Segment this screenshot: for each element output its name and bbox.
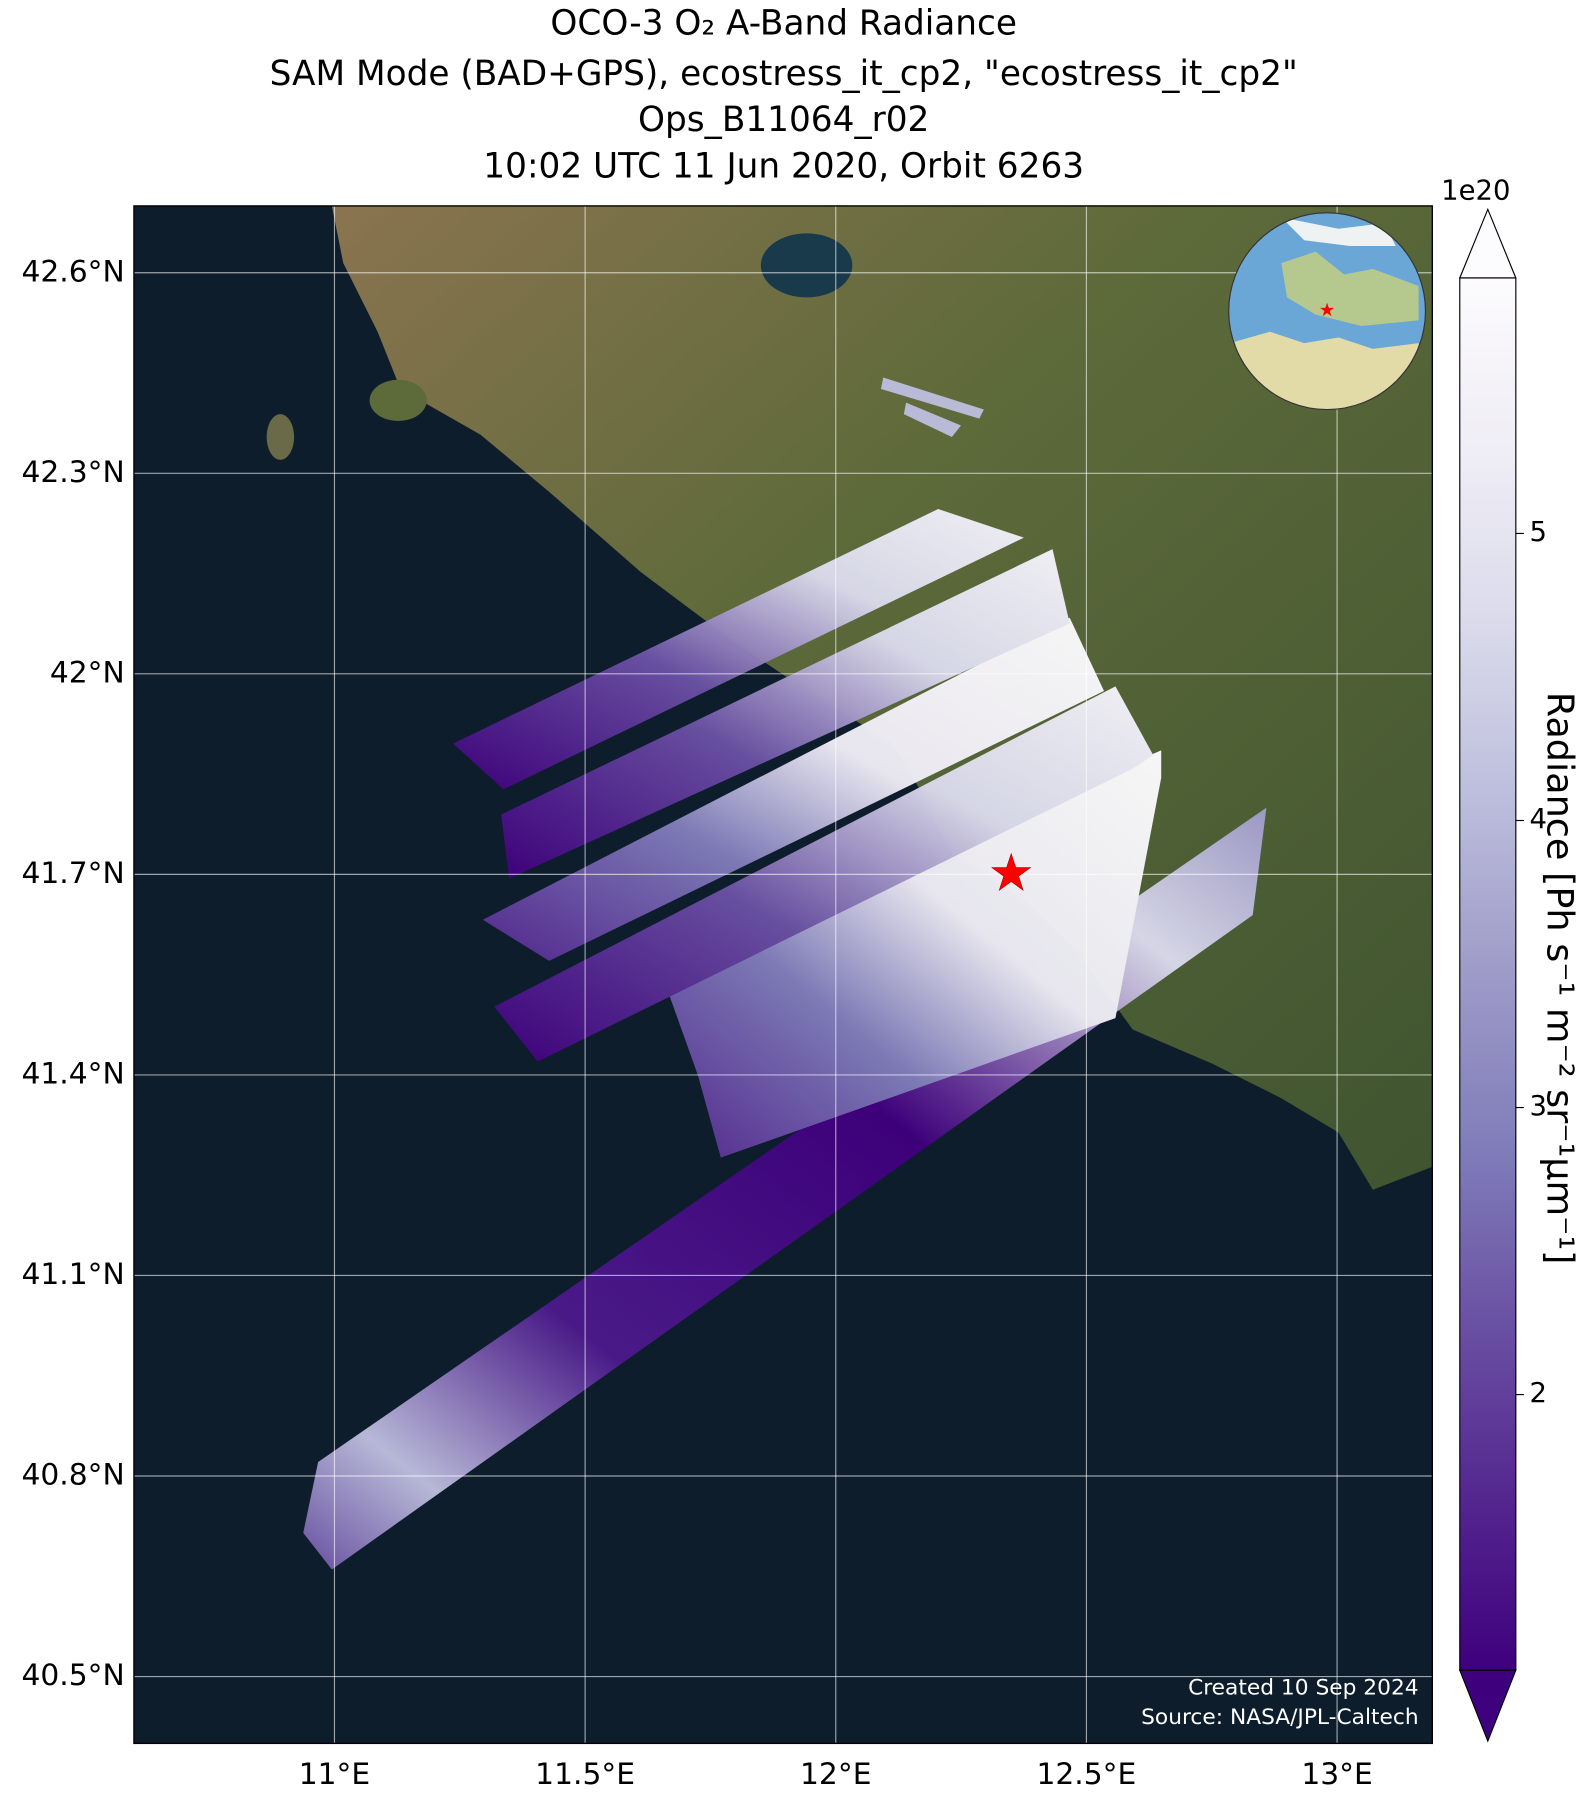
title-line: 10:02 UTC 11 Jun 2020, Orbit 6263: [483, 147, 1084, 187]
x-tick-label: 11°E: [299, 1757, 370, 1792]
colorbar-extend-bottom: [1458, 1669, 1517, 1743]
colorbar: 2 3 4 5 1e20 Radiance [Ph s⁻¹ m⁻² sr⁻¹μm⁻¹]: [1441, 176, 1582, 1743]
colorbar-extend-top: [1458, 207, 1517, 279]
swaths: [303, 377, 1267, 1570]
title-line: SAM Mode (BAD+GPS), ecostress_it_cp2, "e…: [270, 54, 1298, 94]
swath: [903, 402, 962, 437]
y-tick-label: 42.6°N: [21, 254, 124, 289]
gridlines: [133, 205, 1433, 1744]
target-marker: ★: [989, 843, 1034, 902]
colorbar-tick-label: 2: [1530, 1378, 1547, 1409]
title-line: Ops_B11064_r02: [638, 100, 929, 140]
axes: 11°E 11.5°E 12°E 12.5°E 13°E 40.5°N 40.8°N 41.1…: [21, 254, 1372, 1792]
colorbar-body: [1459, 277, 1516, 1671]
credit: Source: NASA/JPL-Caltech: [1141, 1705, 1418, 1730]
y-tick-label: 41.1°N: [21, 1257, 124, 1292]
colorbar-label: Radiance [Ph s⁻¹ m⁻² sr⁻¹μm⁻¹]: [1539, 692, 1582, 1265]
y-tick-label: 41.4°N: [21, 1056, 124, 1091]
map-frame: [133, 205, 1434, 1745]
colorbar-tick-label: 5: [1530, 517, 1547, 548]
x-tick-label: 13°E: [1301, 1757, 1373, 1792]
swath: [482, 617, 1105, 961]
colorbar-frame: [1459, 277, 1517, 1671]
swath: [657, 750, 1162, 1158]
globe-inset: ★: [1228, 212, 1427, 411]
colorbar-tick-label: 3: [1530, 1091, 1547, 1122]
x-tick-label: 12.5°E: [1036, 1757, 1136, 1792]
colorbar-exponent: 1e20: [1441, 176, 1510, 207]
credit: Created 10 Sep 2024: [1188, 1675, 1419, 1700]
y-tick-label: 40.5°N: [21, 1658, 124, 1693]
globe-star: ★: [1319, 300, 1335, 321]
y-tick-label: 42.3°N: [21, 455, 124, 490]
swath: [880, 377, 984, 419]
colorbar-tick-label: 4: [1530, 804, 1547, 835]
y-tick-label: 41.7°N: [21, 856, 124, 891]
title-line: OCO-3 O₂ A-Band Radiance: [550, 4, 1017, 44]
swath: [453, 509, 1024, 790]
x-tick-label: 12°E: [800, 1757, 872, 1792]
y-tick-label: 40.8°N: [21, 1457, 124, 1492]
y-tick-label: 42°N: [50, 655, 125, 690]
x-tick-label: 11.5°E: [535, 1757, 635, 1792]
swath: [501, 549, 1070, 879]
